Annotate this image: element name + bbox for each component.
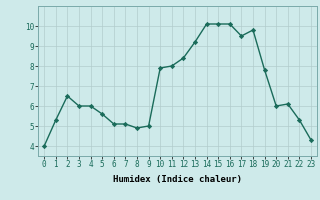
X-axis label: Humidex (Indice chaleur): Humidex (Indice chaleur) <box>113 175 242 184</box>
